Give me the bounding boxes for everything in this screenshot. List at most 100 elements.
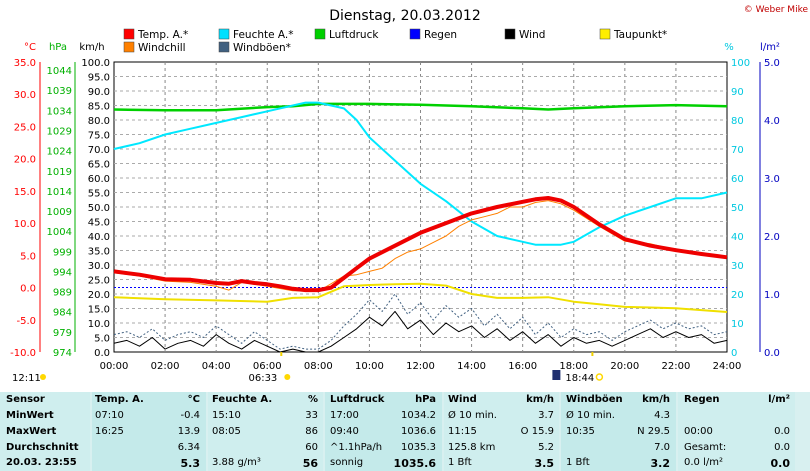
x-tick-label: 18:00 (559, 361, 588, 372)
header-temp-unit: °C (187, 394, 200, 405)
cell-time-or-note: 1 Bft (448, 457, 472, 468)
cell-time-or-note: 08:05 (212, 426, 241, 437)
hpa-axis-unit: hPa (49, 42, 67, 53)
cell-value: 7.0 (654, 442, 670, 453)
table-column-bg (444, 390, 559, 471)
pct-tick-label: 90 (731, 87, 744, 98)
temp-tick-label: 20.0 (14, 155, 36, 166)
row-label: MinWert (6, 410, 54, 421)
rain-tick-label: 4.0 (764, 116, 780, 127)
cell-value: O 15.9 (520, 426, 554, 437)
legend-swatch (218, 41, 230, 53)
kmh-tick-label: 65.0 (88, 160, 110, 171)
header-temp: Temp. A. (95, 394, 144, 405)
cell-value: 0.0 (770, 457, 791, 470)
pct-tick-label: 40 (731, 232, 744, 243)
cell-value: 1036.6 (401, 426, 436, 437)
temp-tick-label: -10.0 (10, 348, 36, 359)
cell-time-or-note: 3.88 g/m³ (212, 457, 261, 468)
kmh-tick-label: 95.0 (88, 73, 110, 84)
temp-tick-label: 15.0 (14, 187, 36, 198)
cell-value: 86 (305, 426, 318, 437)
table-column-bg (0, 390, 90, 471)
legend-swatch (409, 28, 421, 40)
hpa-tick-label: 979 (53, 328, 72, 339)
cell-value: 0.0 (774, 426, 790, 437)
cell-time-or-note: 1 Bft (566, 457, 590, 468)
rain-axis-unit: l/m² (760, 42, 780, 53)
header-wind-unit: km/h (526, 394, 554, 405)
header-pressure: Luftdruck (330, 394, 385, 405)
kmh-tick-label: 60.0 (88, 174, 110, 185)
kmh-tick-label: 10.0 (88, 319, 110, 330)
series-wind (113, 310, 728, 353)
moonrise-label: 12:11 (12, 373, 41, 384)
header-rain: Regen (684, 394, 720, 405)
table-column-bg (561, 390, 676, 471)
weather-chart: Dienstag, 20.03.2012 © Weber Mike 00:00 02:… (10, 5, 809, 384)
rain-tick-label: 2.0 (764, 232, 780, 243)
kmh-tick-label: 80.0 (88, 116, 110, 127)
cell-value: 5.2 (538, 442, 554, 453)
x-tick-label: 08:00 (304, 361, 333, 372)
cell-value: 3.5 (534, 457, 555, 470)
hpa-tick-label: 999 (53, 247, 72, 258)
rain-tick-label: 0.0 (764, 348, 780, 359)
legend-swatch (599, 28, 611, 40)
header-humidity-unit: % (307, 394, 318, 405)
moonrise-icon (40, 374, 46, 380)
hpa-tick-label: 1029 (47, 126, 72, 137)
kmh-tick-label: 0.0 (94, 348, 110, 359)
table-column-bg (325, 390, 442, 471)
pct-tick-label: 60 (731, 174, 744, 185)
x-tick-label: 06:00 (253, 361, 282, 372)
header-wind: Wind (448, 394, 477, 405)
legend-label: Taupunkt* (613, 29, 667, 41)
cell-time-or-note: 0.0 l/m² (684, 457, 723, 468)
cell-time-or-note: Ø 10 min. (566, 410, 615, 421)
cell-time-or-note: 16:25 (95, 426, 124, 437)
pct-tick-label: 80 (731, 116, 744, 127)
rain-tick-label: 5.0 (764, 58, 780, 69)
chart-title: Dienstag, 20.03.2012 (329, 8, 480, 24)
pct-tick-label: 50 (731, 203, 744, 214)
rain-tick-label: 3.0 (764, 174, 780, 185)
x-tick-label: 00:00 (100, 361, 129, 372)
x-tick-label: 12:00 (406, 361, 435, 372)
cell-value: 5.3 (180, 457, 201, 470)
cell-value: 1034.2 (401, 410, 436, 421)
cell-time-or-note: Gesamt: (684, 442, 727, 453)
hpa-tick-label: 984 (53, 308, 72, 319)
cell-time-or-note: 10:35 (566, 426, 595, 437)
temp-tick-label: 30.0 (14, 90, 36, 101)
temp-tick-label: -5.0 (16, 316, 36, 327)
header-rain-unit: l/m² (768, 394, 790, 405)
cell-value: 3.7 (538, 410, 554, 421)
rain-tick-label: 1.0 (764, 290, 780, 301)
kmh-tick-label: 35.0 (88, 247, 110, 258)
cell-time-or-note: 17:00 (330, 410, 359, 421)
pct-tick-label: 20 (731, 290, 744, 301)
kmh-tick-label: 55.0 (88, 189, 110, 200)
cell-value: 1035.3 (401, 442, 436, 453)
kmh-tick-label: 85.0 (88, 102, 110, 113)
hpa-tick-label: 1044 (47, 66, 72, 77)
cell-value: 60 (305, 442, 318, 453)
copyright: © Weber Mike (744, 5, 809, 15)
pct-tick-label: 10 (731, 319, 744, 330)
cell-time-or-note: 11:15 (448, 426, 477, 437)
hpa-tick-label: 1024 (47, 147, 72, 158)
cell-value: 1035.6 (393, 457, 436, 470)
kmh-tick-label: 45.0 (88, 218, 110, 229)
sunset-icon (595, 373, 604, 381)
legend-label: Wind (519, 29, 545, 41)
kmh-tick-label: 90.0 (88, 87, 110, 98)
cell-time-or-note: sonnig (330, 457, 364, 468)
hpa-tick-label: 1004 (47, 227, 72, 238)
hpa-tick-label: 1014 (47, 187, 72, 198)
cell-time-or-note: 00:00 (684, 426, 713, 437)
temp-tick-label: 10.0 (14, 219, 36, 230)
x-tick-label: 14:00 (457, 361, 486, 372)
cell-time-or-note: 125.8 km (448, 442, 496, 453)
row-label: 20.03. 23:55 (6, 457, 77, 468)
